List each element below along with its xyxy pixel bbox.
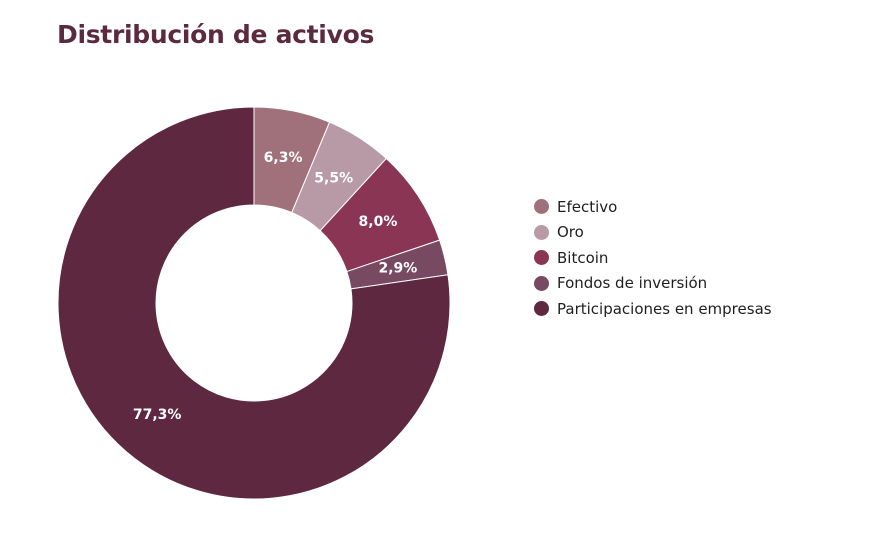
slice-label-efectivo: 6,3%	[264, 150, 303, 166]
slice-label-oro: 5,5%	[314, 170, 353, 186]
legend-swatch	[534, 224, 549, 240]
legend-label: Participaciones en empresas	[557, 299, 772, 318]
legend-item-fondos-de-inversion: Fondos de inversión	[534, 271, 772, 297]
slice-participaciones-en-empresas	[57, 106, 451, 500]
legend-item-oro: Oro	[534, 220, 772, 246]
legend-swatch	[534, 275, 549, 291]
chart-title: Distribución de activos	[57, 20, 375, 49]
legend-swatch	[534, 250, 549, 266]
donut-slices	[57, 106, 451, 500]
slice-label-participaciones-en-empresas: 77,3%	[133, 407, 182, 423]
legend-label: Bitcoin	[557, 248, 609, 267]
legend-label: Efectivo	[557, 197, 618, 216]
legend-item-efectivo: Efectivo	[534, 194, 772, 220]
donut-slice-labels: 6,3% 5,5% 8,0% 2,9% 77,3%	[133, 150, 417, 423]
chart-legend: Efectivo Oro Bitcoin Fondos de inversión Par…	[534, 194, 772, 322]
legend-item-bitcoin: Bitcoin	[534, 245, 772, 271]
legend-swatch	[534, 301, 549, 317]
slice-label-fondos-de-inversion: 2,9%	[378, 260, 417, 276]
legend-item-participaciones-en-empresas: Participaciones en empresas	[534, 296, 772, 322]
legend-swatch	[534, 199, 549, 215]
legend-label: Fondos de inversión	[557, 274, 708, 293]
legend-label: Oro	[557, 223, 584, 242]
slice-label-bitcoin: 8,0%	[359, 214, 398, 230]
